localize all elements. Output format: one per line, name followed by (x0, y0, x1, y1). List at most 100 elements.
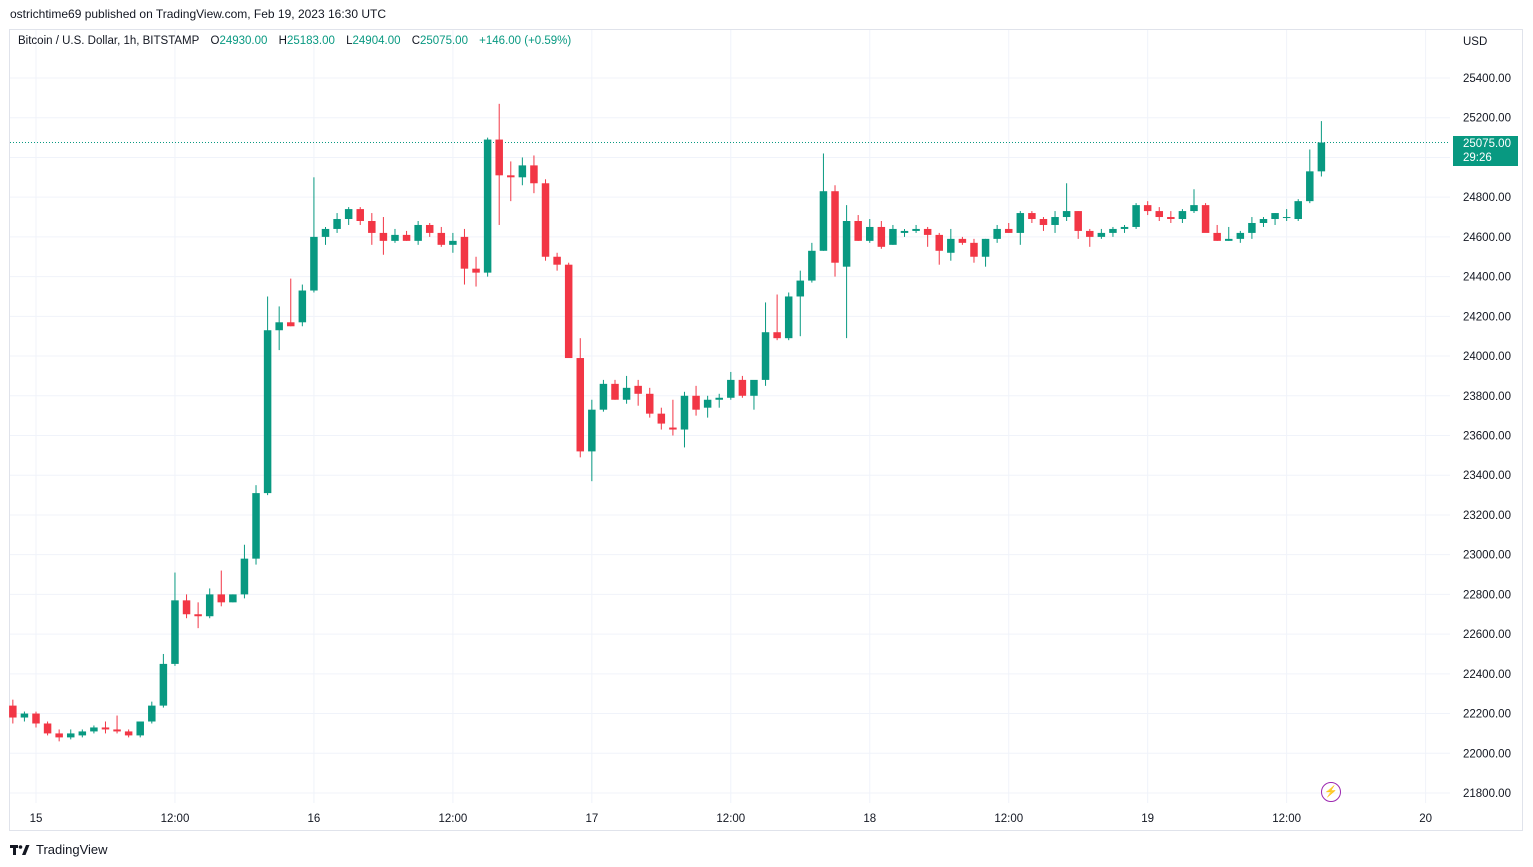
candle-body (1051, 217, 1059, 225)
candle-body (819, 191, 828, 251)
candle-body (866, 226, 874, 241)
candle-body (1306, 171, 1314, 202)
candle-body (947, 238, 955, 253)
candle-body (356, 209, 364, 221)
candle-body (437, 232, 446, 245)
candle-body (530, 165, 538, 184)
brand-name: TradingView (36, 842, 108, 857)
last-price-value: 25075.00 (1463, 137, 1511, 150)
candle-body (472, 268, 480, 273)
candle-body (750, 379, 758, 396)
y-tick-label: 22000.00 (1463, 748, 1511, 760)
candle-body (275, 322, 283, 331)
candle-body (1097, 232, 1106, 237)
x-tick-label: 12:00 (994, 813, 1023, 825)
candle-body (692, 395, 700, 410)
candle-body (611, 383, 619, 400)
tradingview-footer[interactable]: TradingView (10, 842, 108, 857)
price-axis: USD25400.0025200.0025000.0024800.0024600… (1463, 36, 1511, 800)
y-tick-label: 22600.00 (1463, 629, 1511, 641)
candle-body (495, 139, 503, 176)
close-value: 25075.00 (420, 35, 468, 47)
y-tick-label: 24400.00 (1463, 272, 1511, 284)
candle-body (669, 427, 677, 430)
candle-body (1028, 213, 1036, 220)
candle-body (1271, 213, 1279, 220)
candle-body (78, 731, 87, 736)
candle-body (784, 296, 793, 339)
y-tick-label: 21800.00 (1463, 788, 1511, 800)
candle-body (1224, 238, 1233, 241)
candle-body (1120, 226, 1129, 229)
candle-body (935, 234, 943, 251)
publisher-line: ostrichtime69 published on TradingView.c… (10, 7, 386, 21)
open-value: 24930.00 (219, 35, 268, 47)
candle-body (1086, 230, 1094, 237)
candle-body (1167, 217, 1175, 220)
candle-body (981, 238, 990, 257)
y-tick-label: 24200.00 (1463, 311, 1511, 323)
candle-body (877, 226, 886, 247)
candle-body (738, 379, 747, 396)
candle-body (414, 224, 422, 241)
last-price-tag: 25075.00 29:26 (1453, 135, 1518, 166)
lightning-icon[interactable]: ⚡ (1321, 782, 1341, 802)
candle-body (1004, 228, 1013, 233)
candle-body (333, 219, 341, 229)
candle-body (588, 409, 596, 452)
candle-body (194, 614, 202, 617)
candle-body (1039, 219, 1048, 225)
candle-body (321, 228, 330, 237)
candle-body (55, 733, 63, 738)
x-tick-label: 12:00 (438, 813, 467, 825)
y-tick-label: 23000.00 (1463, 550, 1511, 562)
time-axis: 15 12:00 16 12:00 17 12:00 18 12:00 19 12:00 20 (30, 813, 1432, 825)
candle-body (715, 397, 723, 400)
candle-body (796, 280, 805, 297)
candle-body (808, 250, 816, 281)
candle-body (1317, 142, 1326, 172)
x-tick-label: 18 (863, 813, 876, 825)
bar-countdown: 29:26 (1463, 151, 1492, 164)
x-tick-label: 17 (585, 813, 598, 825)
x-tick-label: 12:00 (161, 813, 190, 825)
candle-body (182, 600, 191, 615)
y-tick-label: 23600.00 (1463, 431, 1511, 443)
open-label: O (210, 35, 220, 47)
candle-body (1132, 205, 1140, 227)
candle-body (171, 600, 179, 664)
y-tick-label: 25400.00 (1463, 73, 1511, 85)
candle-body (1259, 219, 1268, 223)
candle-body (1236, 232, 1245, 239)
candle-body (20, 713, 29, 718)
candle-body (854, 221, 862, 241)
candle-body (727, 379, 735, 398)
x-tick-label: 19 (1141, 813, 1154, 825)
candle-body (970, 242, 978, 257)
candle-body (43, 723, 52, 734)
candle-body (1248, 222, 1256, 233)
y-tick-label: 22800.00 (1463, 589, 1511, 601)
candle-body (1016, 213, 1025, 233)
candle-body (518, 165, 527, 178)
candle-body (90, 727, 98, 732)
y-tick-label: 25200.00 (1463, 113, 1511, 125)
candle-body (993, 228, 1001, 239)
candle-body (205, 594, 214, 617)
candle-body (1178, 211, 1187, 220)
candle-body (263, 330, 272, 494)
candle-body (1155, 211, 1164, 218)
candle-body (32, 713, 40, 724)
tradingview-logo-icon (10, 844, 30, 855)
candle-body (310, 236, 318, 291)
close-label: C (411, 35, 420, 47)
candle-body (217, 594, 226, 603)
candle-body (1282, 217, 1291, 219)
y-tick-label: 22400.00 (1463, 669, 1511, 681)
candle-body (148, 705, 156, 722)
candle-body (703, 399, 712, 408)
candle-body (101, 727, 110, 730)
x-tick-label: 16 (308, 813, 321, 825)
candle-body (1201, 205, 1210, 233)
